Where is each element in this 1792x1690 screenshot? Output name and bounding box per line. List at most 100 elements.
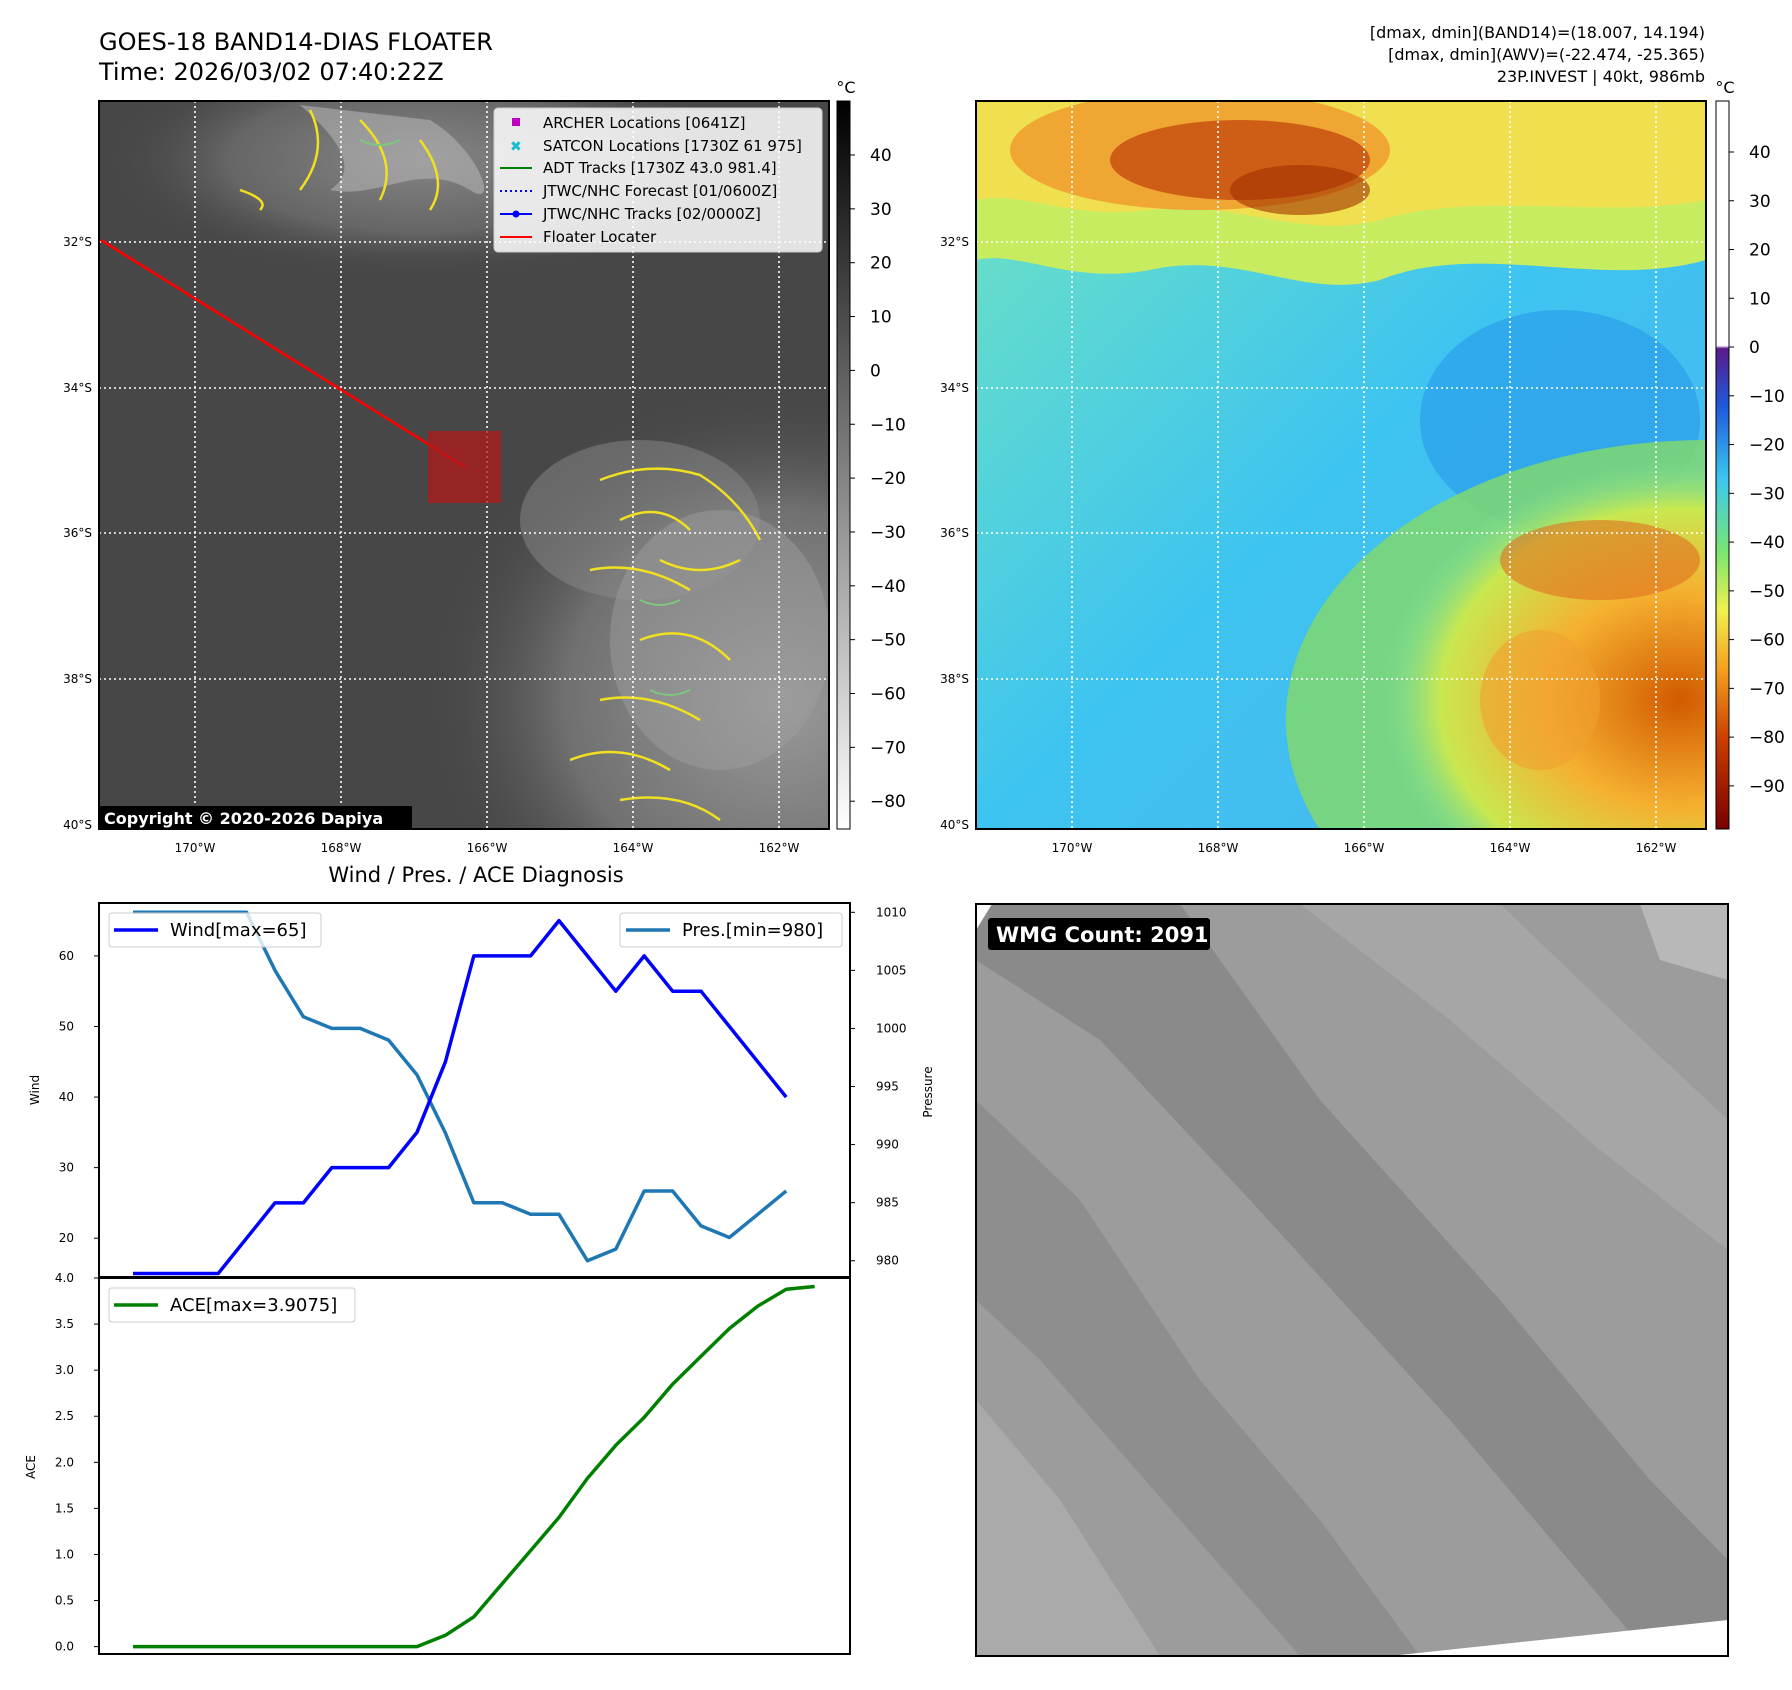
lon-label-164-left: 164°W: [613, 841, 654, 855]
wmg-count-badge: [988, 918, 1210, 950]
colorbar-gray-tick: 40: [870, 146, 892, 166]
colorbar-color-tick: −70: [1749, 679, 1785, 699]
pressure-tick-label: 980: [876, 1254, 899, 1268]
colorbar-gray-tick: −30: [870, 523, 906, 543]
wind-series-line: [133, 918, 788, 1276]
wind-tick-label: 60: [59, 949, 74, 963]
pressure-tick-label: 990: [876, 1138, 899, 1152]
map-legend: ARCHER Locations [0641Z] ✖ SATCON Locati…: [493, 107, 823, 253]
pressure-axis-label: Pressure: [921, 1066, 935, 1117]
wmg-panel: WMG Count: 2091: [975, 903, 1729, 1657]
lon-label-166-right: 166°W: [1344, 841, 1385, 855]
floater-locater-line: [100, 238, 466, 469]
legend-tracks: JTWC/NHC Tracks [02/0000Z]: [542, 205, 761, 223]
lon-label-170-left: 170°W: [175, 841, 216, 855]
floater-box: [428, 431, 501, 503]
pressure-legend-label: Pres.[min=980]: [682, 920, 823, 941]
colorbar-color-tick: 40: [1749, 143, 1771, 163]
ace-series-line: [133, 1284, 815, 1649]
wind-pressure-chart: 20 30 40 50 60 980 985 990 995 1000 1005 1010 Wind…: [28, 902, 935, 1278]
wind-tick-label: 20: [59, 1231, 74, 1245]
legend-satcon: SATCON Locations [1730Z 61 975]: [543, 137, 802, 155]
ace-tick-label: 1.0: [55, 1547, 74, 1561]
colorbar-gray-tick: 0: [870, 361, 881, 381]
ace-tick-label: 4.0: [55, 1271, 74, 1285]
lon-label-166-left: 166°W: [467, 841, 508, 855]
colorbar-color-tick: −10: [1749, 387, 1785, 407]
ace-tick-label: 0.5: [55, 1594, 74, 1608]
colorbar-color-tick: −80: [1749, 728, 1785, 748]
pressure-tick-label: 1010: [876, 905, 907, 919]
colorbar-gray-tick: −10: [870, 415, 906, 435]
colorbar-color-tick: −20: [1749, 436, 1785, 456]
colorbar-color: °C 40 30 20 10 0 −10 −20 −30 −40 −50 −60 −70 −80 −90: [1715, 78, 1785, 830]
map-color-grid: [976, 101, 1706, 829]
pressure-legend: Pres.[min=980]: [619, 912, 843, 948]
colorbar-color-tick: −40: [1749, 533, 1785, 553]
colorbar-color-tick: 10: [1749, 289, 1771, 309]
stats-awv: [dmax, dmin](AWV)=(-22.474, -25.365): [1388, 45, 1705, 64]
colorbar-color-tick: 30: [1749, 192, 1771, 212]
satcon-marker-icon: ✖: [510, 139, 522, 155]
wind-legend-label: Wind[max=65]: [170, 920, 307, 941]
tracks-dot-icon: [512, 210, 520, 218]
colorbar-color-tick: −30: [1749, 484, 1785, 504]
colorbar-color-tick: 0: [1749, 338, 1760, 358]
lon-label-162-right: 162°W: [1636, 841, 1677, 855]
ace-tick-label: 3.0: [55, 1363, 74, 1377]
legend-forecast: JTWC/NHC Forecast [01/0600Z]: [542, 182, 777, 200]
pressure-tick-label: 1005: [876, 963, 907, 977]
pressure-series-line: [133, 910, 788, 1263]
colorbar-gray-unit: °C: [836, 78, 855, 97]
colorbar-gray-tick: −20: [870, 469, 906, 489]
legend-floater: Floater Locater: [543, 228, 657, 246]
diagnosis-title: Wind / Pres. / ACE Diagnosis: [328, 863, 623, 887]
lat-label-32-right: 32°S: [940, 235, 969, 249]
ace-tick-label: 1.5: [55, 1501, 74, 1515]
lat-label-32-left: 32°S: [63, 235, 92, 249]
map-color-frame: [975, 100, 1707, 830]
colorbar-gray-tick: 20: [870, 254, 892, 274]
legend-archer: ARCHER Locations [0641Z]: [543, 114, 746, 132]
wind-tick-label: 50: [59, 1019, 74, 1033]
lat-label-34-right: 34°S: [940, 381, 969, 395]
lon-label-162-left: 162°W: [759, 841, 800, 855]
colorbar-color-tick: −60: [1749, 631, 1785, 651]
colorbar-gray-tick: −80: [870, 792, 906, 812]
colorbar-color-tick: −90: [1749, 777, 1785, 797]
lon-label-168-right: 168°W: [1198, 841, 1239, 855]
colorbar-gray: °C 40 30 20 10 0 −10 −20 −30 −40 −50 −60 −70 −80: [836, 78, 906, 830]
lat-label-38-right: 38°S: [940, 672, 969, 686]
ir-map-color: [976, 101, 1706, 829]
lon-label-164-right: 164°W: [1490, 841, 1531, 855]
stats-band14: [dmax, dmin](BAND14)=(18.007, 14.194): [1370, 23, 1705, 42]
lat-label-40-right: 40°S: [940, 818, 969, 832]
colorbar-gray-tick: −60: [870, 685, 906, 705]
pressure-tick-label: 1000: [876, 1021, 907, 1035]
colorbar-color-tick: −50: [1749, 582, 1785, 602]
colorbar-color-unit: °C: [1715, 78, 1734, 97]
colorbar-gray-tick: −50: [870, 631, 906, 651]
archer-marker-icon: [512, 118, 520, 126]
lat-label-36-left: 36°S: [63, 526, 92, 540]
ace-legend-label: ACE[max=3.9075]: [170, 1295, 337, 1316]
colorbar-gray-tick: 30: [870, 200, 892, 220]
colorbar-gray-tick: 10: [870, 308, 892, 328]
map-gray-frame: [98, 100, 830, 830]
ace-axis-label: ACE: [24, 1455, 38, 1479]
lon-label-168-left: 168°W: [321, 841, 362, 855]
lat-label-40-left: 40°S: [63, 818, 92, 832]
pressure-tick-label: 985: [876, 1196, 899, 1210]
ace-legend: ACE[max=3.9075]: [108, 1287, 356, 1323]
wind-tick-label: 30: [59, 1161, 74, 1175]
copyright-text: Copyright © 2020-2026 Dapiya: [104, 809, 383, 828]
plot-time: Time: 2026/03/02 07:40:22Z: [98, 58, 444, 86]
lat-label-38-left: 38°S: [63, 672, 92, 686]
wind-tick-label: 40: [59, 1090, 74, 1104]
colorbar-gray-tick: −40: [870, 577, 906, 597]
wind-axis-label: Wind: [28, 1075, 42, 1105]
plot-title: GOES-18 BAND14-DIAS FLOATER: [99, 28, 493, 56]
ace-tick-label: 3.5: [55, 1317, 74, 1331]
colorbar-gray-tick: −70: [870, 738, 906, 758]
lon-label-170-right: 170°W: [1052, 841, 1093, 855]
